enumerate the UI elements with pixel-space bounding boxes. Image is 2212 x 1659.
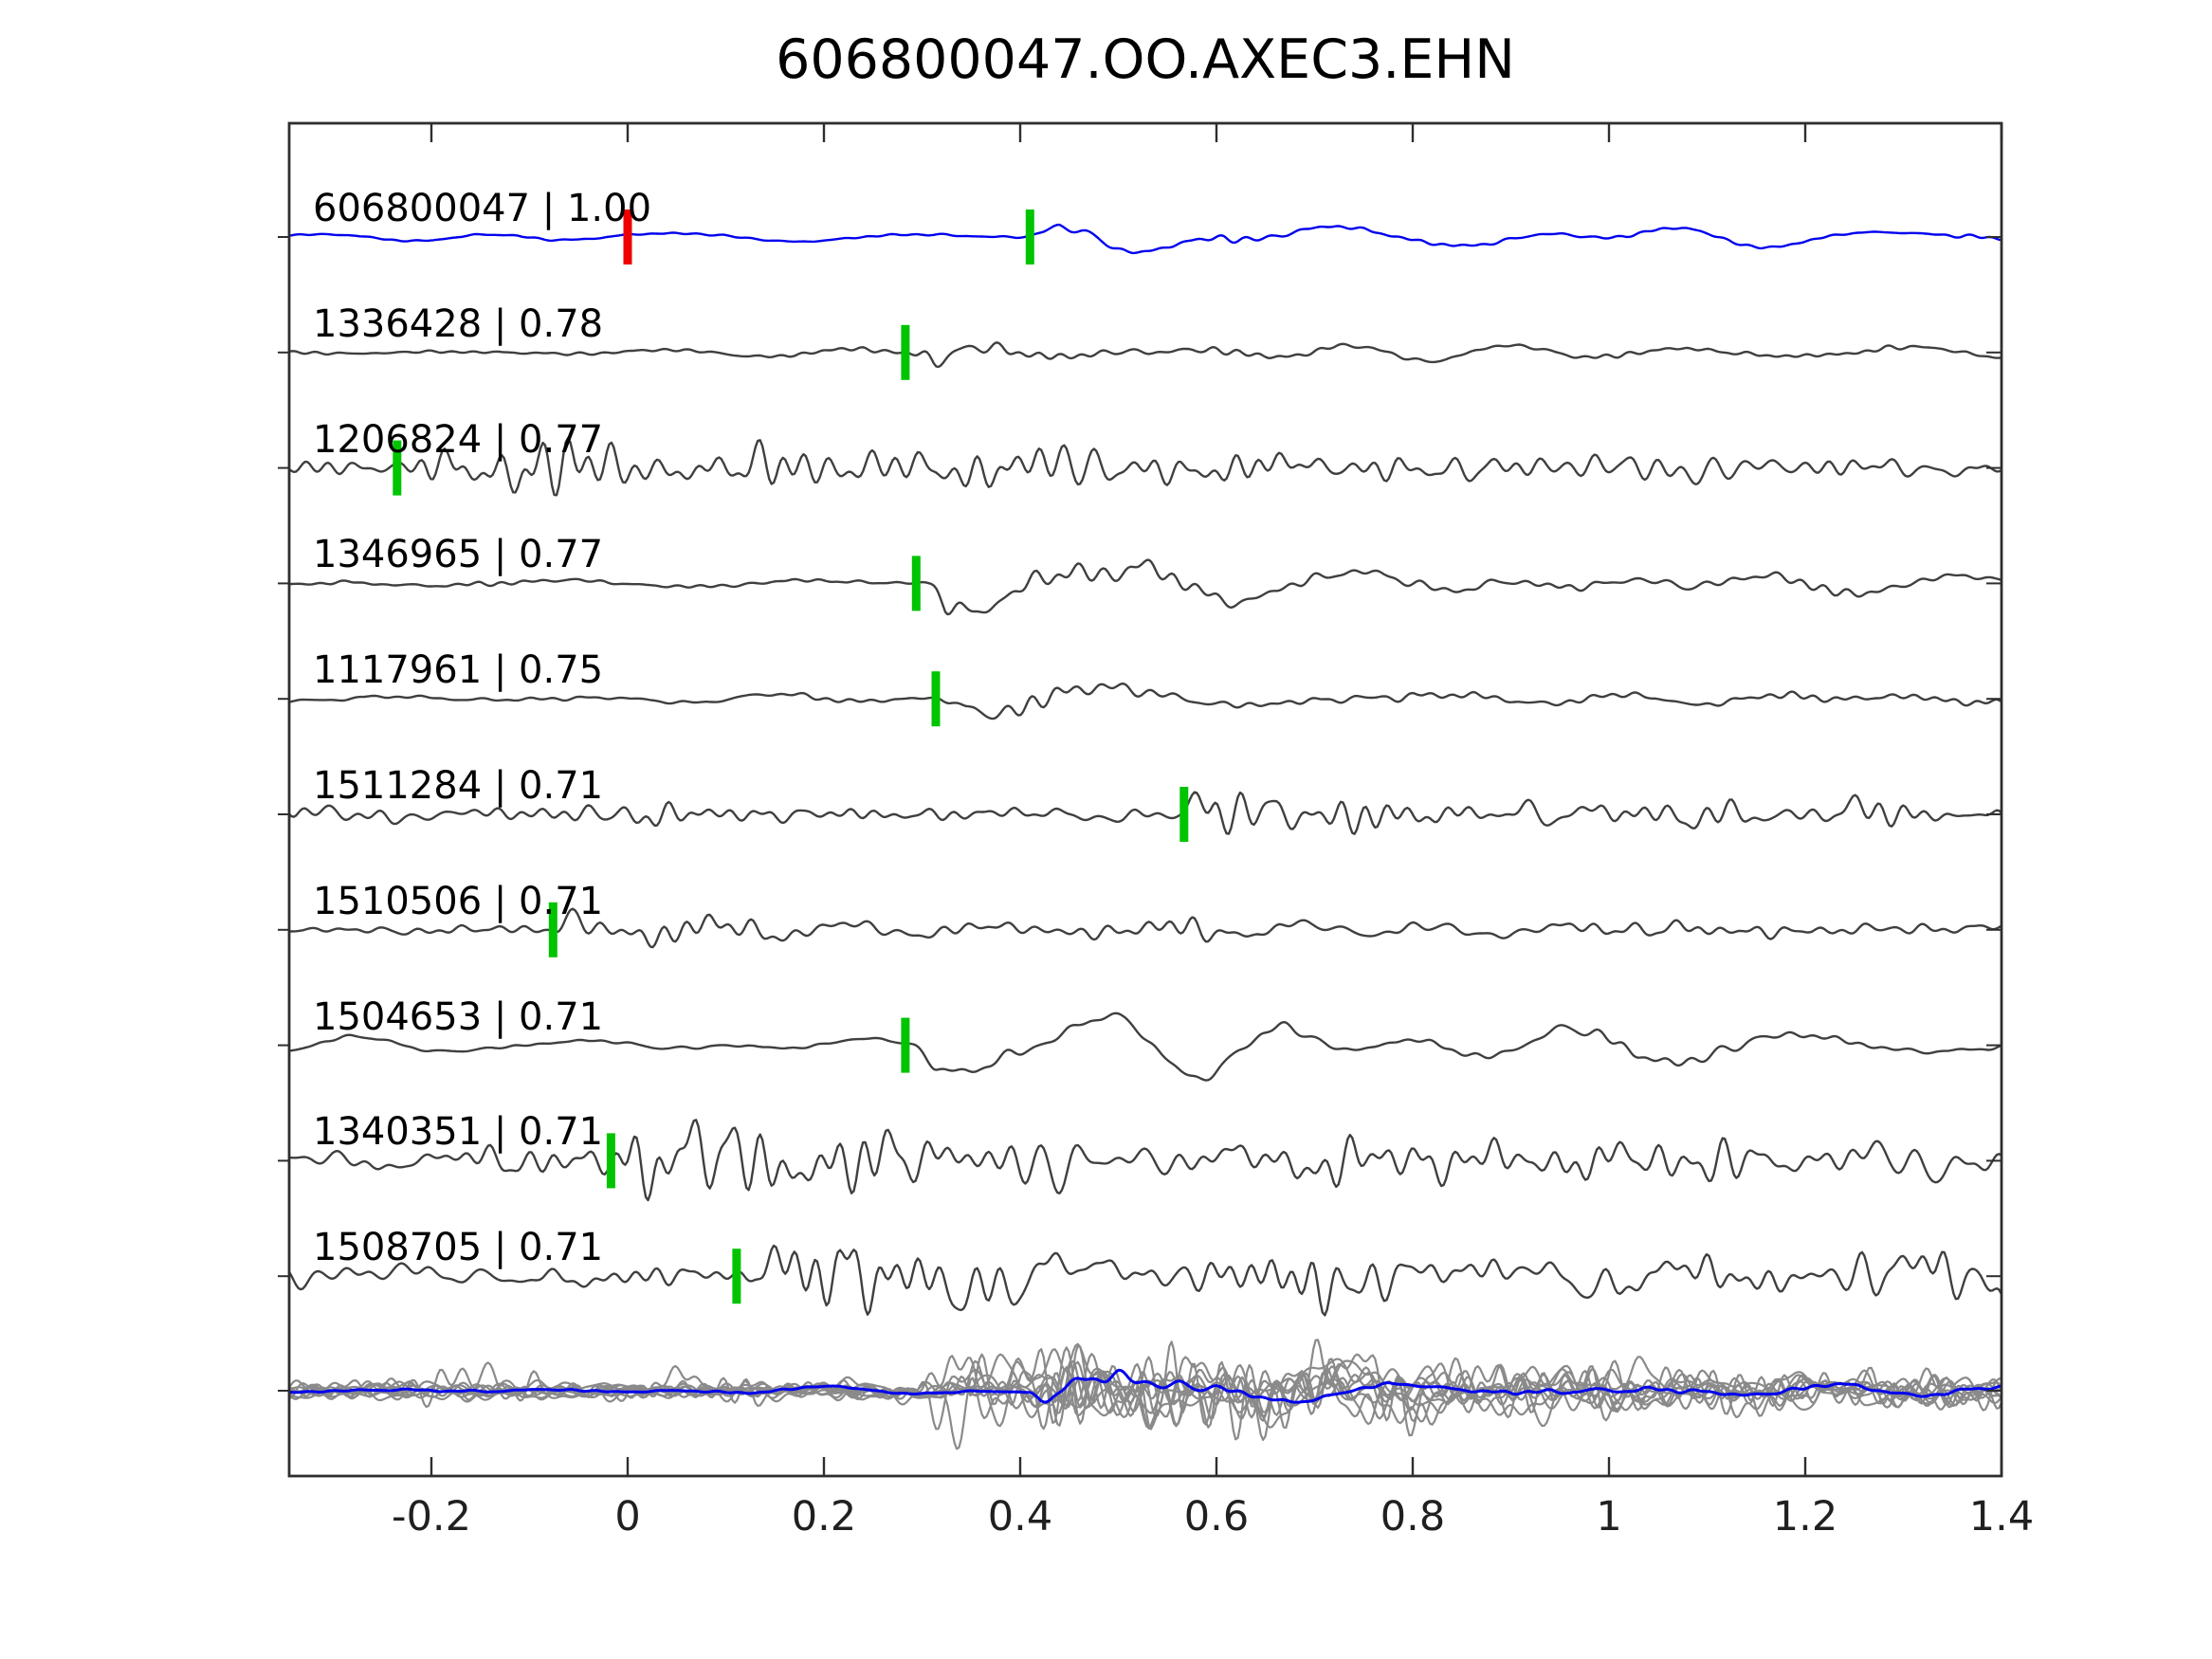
- pick-marker: [1025, 210, 1034, 264]
- template-trace: [288, 436, 2002, 497]
- trace-label: 1510506 | 0.71: [313, 879, 604, 923]
- overlay-reference-trace: [288, 1368, 2002, 1404]
- template-trace: [288, 1012, 2002, 1082]
- pick-marker: [901, 324, 910, 380]
- template-trace: [288, 558, 2002, 616]
- overlay-trace: [288, 1346, 2002, 1427]
- x-tick-label: 1: [1596, 1493, 1622, 1540]
- pick-marker: [931, 671, 941, 727]
- template-trace: [288, 1119, 2002, 1202]
- template-trace: [287, 1244, 2003, 1317]
- trace-label: 1206824 | 0.77: [313, 417, 604, 462]
- x-tick-label: 1.2: [1772, 1493, 1838, 1540]
- trace-label: 1336428 | 0.78: [313, 301, 604, 346]
- x-tick-label: 0: [614, 1493, 641, 1540]
- template-trace: [288, 341, 2002, 369]
- template-trace: [288, 791, 2002, 835]
- x-tick-label: -0.2: [392, 1493, 471, 1540]
- x-tick-label: 0.6: [1183, 1493, 1250, 1540]
- overlay-trace: [288, 1357, 2002, 1428]
- axes-box: [287, 121, 2003, 1478]
- x-tick-label: 0.4: [987, 1493, 1053, 1540]
- trace-label: 1504653 | 0.71: [313, 994, 604, 1039]
- trace-label: 1346965 | 0.77: [313, 533, 604, 577]
- x-tick-label: 1.4: [1968, 1493, 2035, 1540]
- pick-marker: [911, 556, 921, 611]
- pick-marker: [393, 440, 402, 496]
- pick-marker: [1179, 787, 1189, 842]
- x-tick-label: 0.8: [1380, 1493, 1446, 1540]
- pick-marker: [548, 902, 558, 957]
- trace-label: 1508705 | 0.71: [313, 1226, 604, 1270]
- trace-label: 1340351 | 0.71: [313, 1110, 604, 1155]
- template-trace: [288, 683, 2002, 720]
- reference-marker: [623, 210, 632, 264]
- trace-label: 1117961 | 0.75: [313, 648, 604, 693]
- pick-marker: [732, 1249, 741, 1304]
- pick-marker: [606, 1133, 615, 1189]
- trace-label: 606800047 | 1.00: [313, 187, 652, 230]
- pick-marker: [901, 1017, 910, 1073]
- overlay-trace: [288, 1361, 2002, 1431]
- template-trace: [288, 907, 2002, 949]
- trace-label: 1511284 | 0.71: [313, 764, 604, 808]
- figure-title: 606800047.OO.AXEC3.EHN: [776, 28, 1515, 91]
- x-tick-label: 0.2: [791, 1493, 857, 1540]
- reference-trace: [288, 223, 2002, 255]
